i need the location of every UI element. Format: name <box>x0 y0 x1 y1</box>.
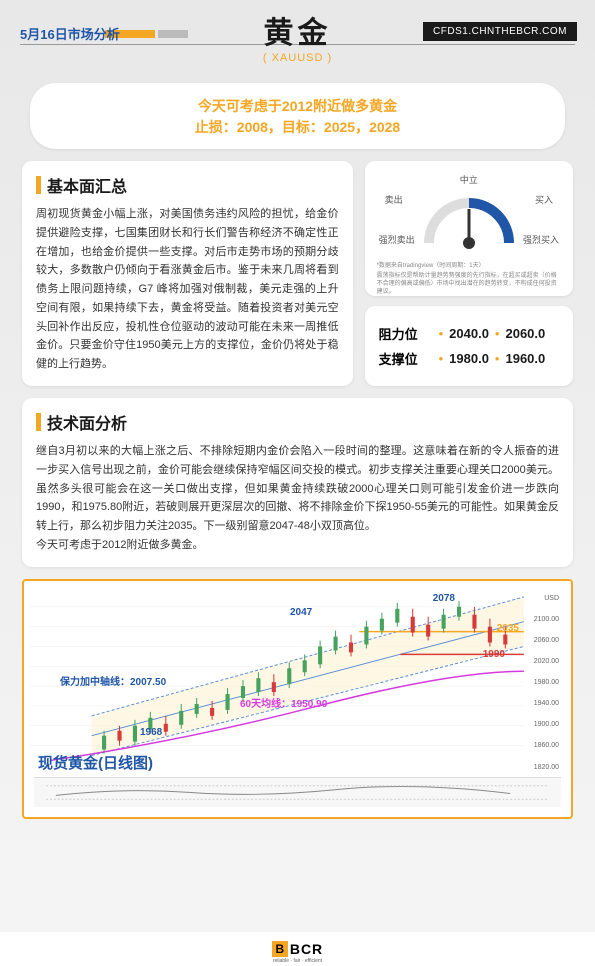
technical-title: 技术面分析 <box>47 410 127 434</box>
support-row: 支撑位 • 1980.0 • 1960.0 <box>379 349 559 368</box>
annot-2035: 2035 <box>497 623 519 634</box>
summary-line2: 止损：2008，目标：2025，2028 <box>48 117 547 137</box>
fundamental-body: 周初现货黄金小幅上涨，对美国债务违约风险的担忧，给金价提供避险支撑，七国集团财长… <box>36 205 339 373</box>
gauge-card: 中立 卖出 买入 强烈卖出 强烈买入 *数据来自tradingview（时间周期… <box>365 161 573 296</box>
support-2: 1960.0 <box>505 351 545 366</box>
chart-title: 现货黄金(日线图) <box>38 752 153 773</box>
annot-1990: 1990 <box>483 649 505 660</box>
accent-bar-icon <box>36 176 41 194</box>
support-label: 支撑位 <box>379 349 433 368</box>
rsi-panel <box>34 777 561 807</box>
chart-card: USD 2100.00 2060.00 2020.00 1980.00 1940… <box>22 579 573 819</box>
accent-bar-icon <box>36 413 41 431</box>
resistance-1: 2040.0 <box>449 326 489 341</box>
annot-ma60: 60天均线：1950.90 <box>240 695 327 710</box>
annot-2047: 2047 <box>290 607 312 618</box>
gauge-note2: 震荡指标仅是帮助计量趋势勢强度的先行指标，在超买或超卖（价格不合理的偏高或偏低）… <box>375 271 563 296</box>
resistance-2: 2060.0 <box>505 326 545 341</box>
y-axis: USD 2100.00 2060.00 2020.00 1980.00 1940… <box>525 595 559 771</box>
levels-card: 阻力位 • 2040.0 • 2060.0 支撑位 • 1980.0 • 196… <box>365 306 573 386</box>
technical-body2: 今天可考虑于2012附近做多黄金。 <box>36 536 559 555</box>
gauge-note1: *数据来自tradingview（时间周期：1天） <box>375 261 563 271</box>
annot-bollinger: 保力加中轴线：2007.50 <box>60 673 166 688</box>
url-box: CFDS1.CHNTHEBCR.COM <box>423 22 577 41</box>
gauge-icon <box>414 183 524 253</box>
gauge-strong-buy: 强烈买入 <box>523 233 559 246</box>
summary-pill: 今天可考虑于2012附近做多黄金 止损：2008，目标：2025，2028 <box>30 83 565 149</box>
footer-tagline: reliable · fair · efficient <box>273 958 322 964</box>
date-label: 5月16日市场分析 <box>20 24 120 43</box>
fundamental-title: 基本面汇总 <box>47 173 127 197</box>
header: 5月16日市场分析 黄金 ( XAUUSD ) CFDS1.CHNTHEBCR.… <box>0 0 595 75</box>
fundamental-card: 基本面汇总 周初现货黄金小幅上涨，对美国债务违约风险的担忧，给金价提供避险支撑，… <box>22 161 353 386</box>
annot-2078: 2078 <box>433 593 455 604</box>
gauge-neutral: 中立 <box>460 173 478 186</box>
technical-body: 继自3月初以来的大幅上涨之后、不排除短期内金价会陷入一段时间的整理。这意味着在新… <box>36 442 559 535</box>
resistance-row: 阻力位 • 2040.0 • 2060.0 <box>379 324 559 343</box>
title-ticker: ( XAUUSD ) <box>263 52 332 64</box>
summary-line1: 今天可考虑于2012附近做多黄金 <box>48 95 547 117</box>
support-1: 1980.0 <box>449 351 489 366</box>
title-box: 黄金 ( XAUUSD ) <box>263 8 332 64</box>
footer: B BCR reliable · fair · efficient <box>0 932 595 966</box>
gauge-strong-sell: 强烈卖出 <box>379 233 415 246</box>
gauge-buy: 买入 <box>535 193 553 206</box>
gauge-sell: 卖出 <box>385 193 403 206</box>
footer-brand: BCR <box>290 941 323 957</box>
annot-1968: 1968 <box>140 727 162 738</box>
technical-card: 技术面分析 继自3月初以来的大幅上涨之后、不排除短期内金价会陷入一段时间的整理。… <box>22 398 573 566</box>
logo-icon: B <box>272 941 288 957</box>
resistance-label: 阻力位 <box>379 324 433 343</box>
title-main: 黄金 <box>263 8 332 52</box>
footer-logo: B BCR <box>272 941 323 957</box>
